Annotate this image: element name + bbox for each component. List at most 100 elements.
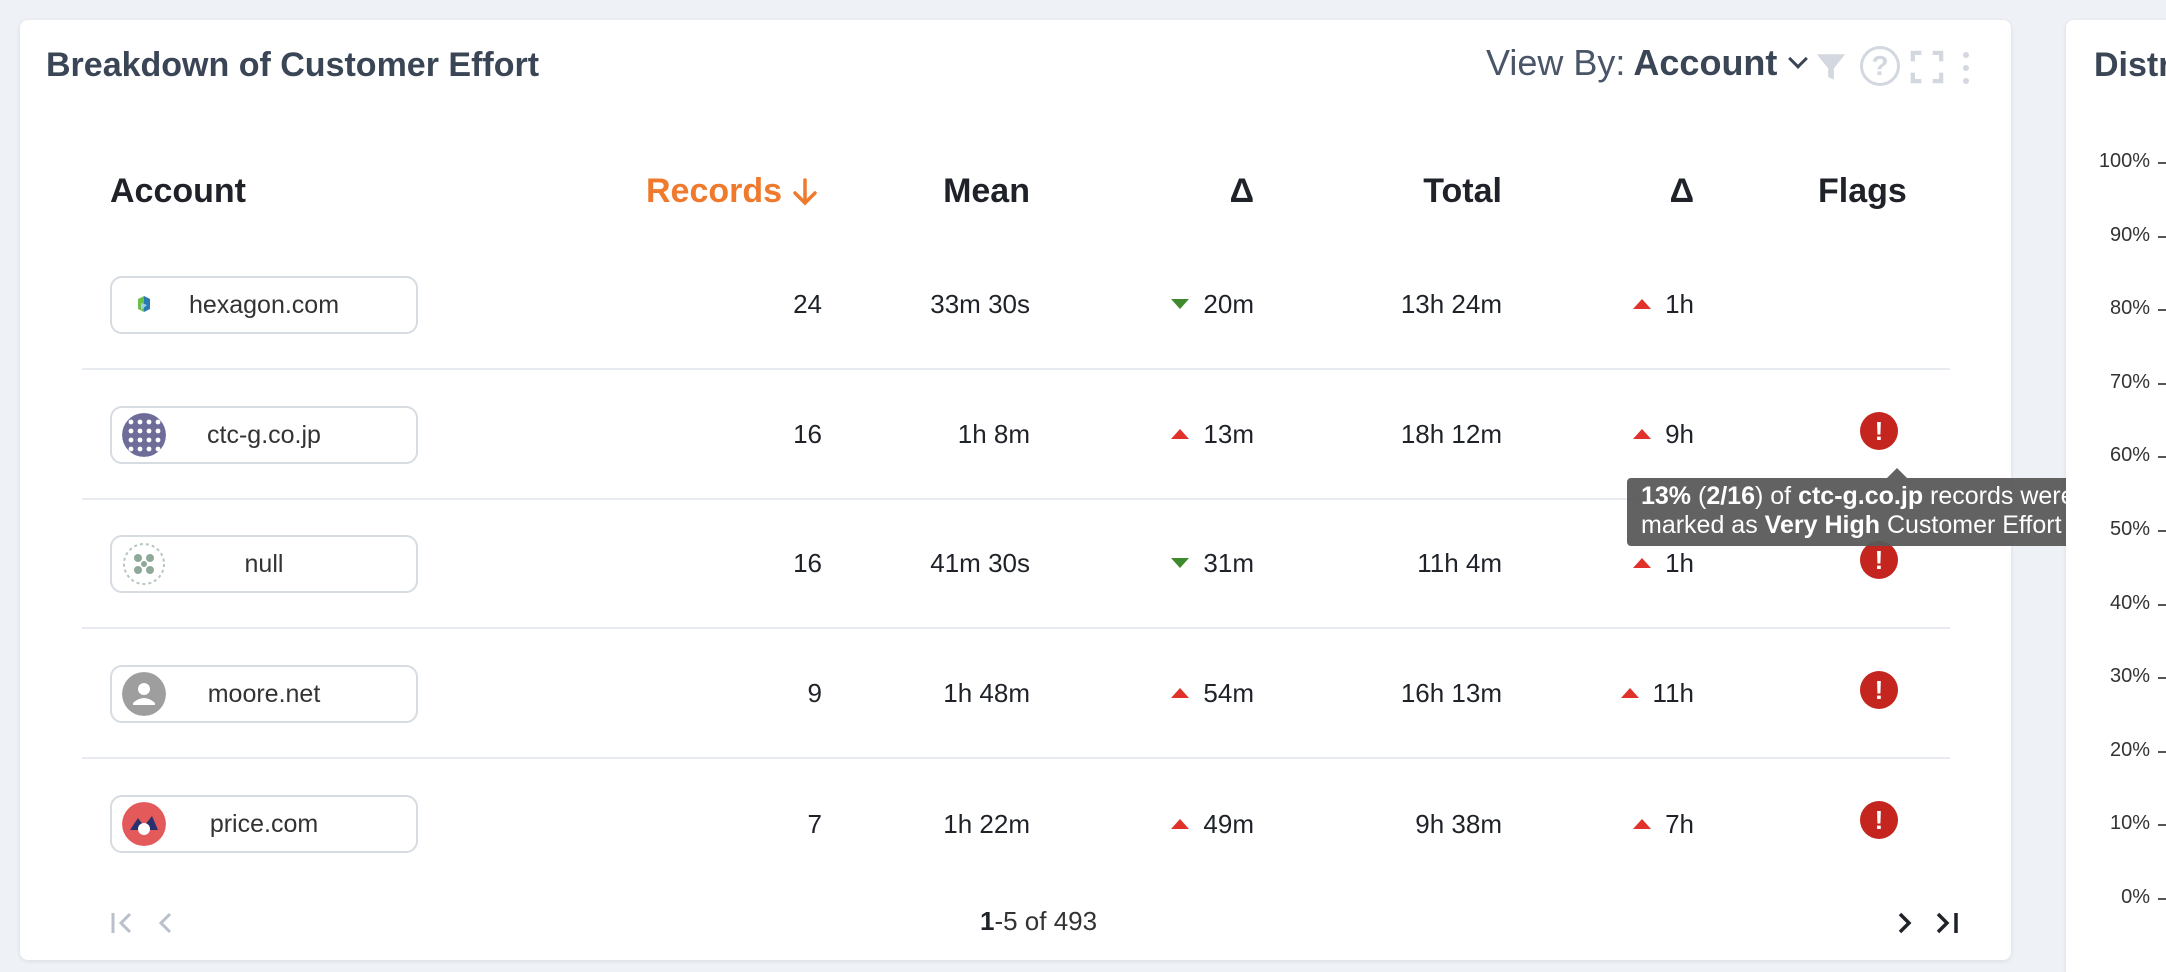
- fullscreen-icon[interactable]: [1910, 50, 1944, 84]
- last-page-icon[interactable]: [1932, 908, 1962, 938]
- y-tick-mark: [2158, 162, 2166, 164]
- y-tick-label: 40%: [2109, 591, 2150, 614]
- account-logo-icon: [122, 542, 166, 586]
- distribution-card: Distr 100% 90% 80% 70% 60% 50% 40% 30% 20% 10% 0%: [2066, 20, 2166, 972]
- records-cell: 16: [793, 418, 822, 449]
- y-tick-label: 60%: [2109, 444, 2150, 467]
- first-page-icon[interactable]: [108, 908, 138, 938]
- records-cell: 24: [793, 288, 822, 319]
- header-records[interactable]: Records: [646, 172, 818, 211]
- mean-delta-cell: 20m: [1142, 240, 1254, 368]
- mean-cell: 1h 48m: [943, 677, 1030, 708]
- total-cell: 18h 12m: [1400, 418, 1502, 449]
- total-delta-cell: 7h: [1582, 759, 1694, 889]
- delta-up-icon: [1620, 688, 1639, 698]
- alert-flag-icon[interactable]: !: [1860, 801, 1898, 839]
- delta-up-icon: [1633, 819, 1652, 829]
- view-by-value: Account: [1633, 42, 1778, 83]
- prev-page-icon[interactable]: [156, 908, 176, 938]
- alert-flag-icon[interactable]: !: [1860, 541, 1898, 579]
- more-options-icon[interactable]: [1960, 52, 1972, 86]
- y-tick-mark: [2158, 382, 2166, 385]
- mean-delta-value: 49m: [1203, 808, 1254, 839]
- total-delta-cell: 1h: [1582, 499, 1694, 627]
- account-logo-icon: [122, 413, 166, 457]
- y-tick-label: 30%: [2109, 665, 2150, 688]
- y-tick-mark: [2158, 750, 2166, 753]
- header-total-delta[interactable]: Δ: [1669, 172, 1694, 210]
- total-delta-value: 7h: [1665, 808, 1694, 839]
- account-name: hexagon.com: [188, 290, 340, 319]
- delta-up-icon: [1171, 819, 1190, 829]
- pagination-start: 1: [980, 906, 995, 936]
- y-tick-mark: [2158, 677, 2166, 680]
- y-tick-label: 70%: [2109, 370, 2150, 393]
- total-cell: 16h 13m: [1400, 677, 1502, 708]
- alert-flag-icon[interactable]: !: [1860, 412, 1898, 450]
- mean-delta-value: 20m: [1203, 288, 1254, 319]
- y-tick-mark: [2158, 530, 2166, 532]
- total-cell: 13h 24m: [1400, 288, 1502, 319]
- alert-flag-icon[interactable]: !: [1860, 671, 1898, 709]
- account-chip[interactable]: null: [110, 535, 418, 593]
- view-by-dropdown[interactable]: View By: Account: [1486, 42, 1809, 84]
- account-chip[interactable]: ctc-g.co.jp: [110, 406, 418, 464]
- table-row[interactable]: ctc-g.co.jp 16 1h 8m 13m 18h 12m 9h!: [82, 370, 1950, 500]
- account-logo-icon: [122, 283, 166, 327]
- delta-down-icon: [1171, 299, 1190, 309]
- total-delta-cell: 11h: [1582, 629, 1694, 757]
- view-by-label: View By:: [1486, 42, 1626, 83]
- y-tick-mark: [2158, 309, 2166, 312]
- tooltip-text: records were marked as: [1641, 482, 2075, 539]
- next-page-icon[interactable]: [1894, 908, 1914, 938]
- y-tick-label: 100%: [2098, 150, 2150, 172]
- pagination-info: 1-5 of 493: [980, 906, 1097, 937]
- account-name: null: [244, 549, 284, 578]
- delta-down-icon: [1171, 558, 1190, 568]
- header-mean[interactable]: Mean: [943, 172, 1030, 210]
- account-name: moore.net: [207, 679, 321, 708]
- delta-up-icon: [1633, 558, 1652, 568]
- total-delta-cell: 1h: [1582, 240, 1694, 368]
- header-account[interactable]: Account: [110, 172, 246, 210]
- table-row[interactable]: price.com 7 1h 22m 49m 9h 38m 7h!: [82, 759, 1950, 889]
- tooltip-level: Very High: [1764, 511, 1880, 539]
- y-tick-mark: [2158, 824, 2166, 827]
- tooltip-text: Customer Effort: [1880, 511, 2062, 539]
- records-cell: 9: [807, 677, 822, 708]
- delta-up-icon: [1633, 299, 1652, 309]
- tooltip-text: (: [1691, 482, 1707, 510]
- mean-delta-cell: 31m: [1142, 499, 1254, 627]
- account-logo-icon: [122, 672, 166, 716]
- table-row[interactable]: hexagon.com 24 33m 30s 20m 13h 24m 1h: [82, 240, 1950, 370]
- y-tick-label: 20%: [2109, 738, 2150, 761]
- mean-delta-value: 31m: [1203, 547, 1254, 578]
- account-chip[interactable]: hexagon.com: [110, 276, 418, 334]
- tooltip-ratio: 2/16: [1706, 482, 1755, 510]
- account-logo-icon: [122, 802, 166, 846]
- header-total[interactable]: Total: [1423, 172, 1502, 210]
- y-tick-label: 0%: [2121, 886, 2150, 908]
- y-tick-label: 50%: [2109, 518, 2150, 540]
- account-name: price.com: [209, 809, 319, 838]
- y-tick-mark: [2158, 898, 2166, 900]
- delta-up-icon: [1171, 429, 1190, 439]
- sort-desc-icon: [793, 177, 817, 205]
- help-icon[interactable]: ?: [1860, 46, 1900, 86]
- card-title: Breakdown of Customer Effort: [46, 46, 540, 84]
- table-row[interactable]: null 16 41m 30s 31m 11h 4m 1h!: [82, 499, 1950, 629]
- header-mean-delta[interactable]: Δ: [1229, 172, 1254, 210]
- mean-delta-cell: 13m: [1142, 370, 1254, 498]
- account-chip[interactable]: moore.net: [110, 665, 418, 723]
- tooltip-text: ): [1755, 482, 1764, 510]
- distribution-title: Distr: [2094, 46, 2166, 84]
- table-row[interactable]: moore.net 9 1h 48m 54m 16h 13m 11h!: [82, 629, 1950, 759]
- account-chip[interactable]: price.com: [110, 795, 418, 853]
- records-cell: 7: [807, 808, 822, 839]
- total-delta-value: 1h: [1665, 547, 1694, 578]
- pagination-rest: -5 of 493: [994, 906, 1098, 936]
- account-name: ctc-g.co.jp: [207, 420, 321, 449]
- filter-icon[interactable]: [1814, 50, 1848, 84]
- mean-delta-value: 54m: [1203, 677, 1254, 708]
- delta-up-icon: [1171, 688, 1190, 698]
